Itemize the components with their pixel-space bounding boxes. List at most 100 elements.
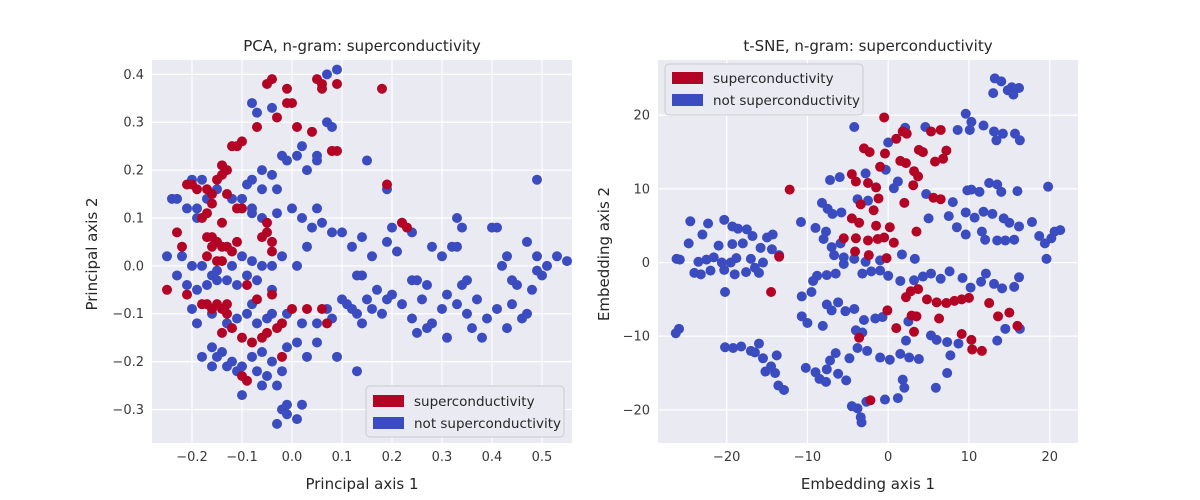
pca-point-not-superconductivity <box>227 260 237 271</box>
tsne-point-not-superconductivity <box>895 348 906 359</box>
tsne-point-not-superconductivity <box>926 268 936 279</box>
tsne-point-superconductivity <box>864 147 875 158</box>
tsne-point-not-superconductivity <box>821 364 832 375</box>
tsne-point-not-superconductivity <box>884 354 895 365</box>
pca-point-not-superconductivity <box>212 265 222 276</box>
tsne-point-not-superconductivity <box>849 303 860 314</box>
tsne-point-not-superconductivity <box>997 283 1008 294</box>
tsne-point-not-superconductivity <box>817 320 828 331</box>
pca-point-not-superconductivity <box>472 294 482 305</box>
tsne-x-tick-label: 10 <box>961 450 978 465</box>
tsne-point-not-superconductivity <box>991 135 1002 146</box>
tsne-point-not-superconductivity <box>731 253 742 264</box>
pca-x-tick-label: 0.2 <box>382 450 403 465</box>
tsne-point-superconductivity <box>899 197 910 208</box>
tsne-point-not-superconductivity <box>883 270 894 281</box>
pca-point-not-superconductivity <box>212 275 222 286</box>
tsne-point-not-superconductivity <box>858 314 869 325</box>
tsne-point-not-superconductivity <box>965 282 976 293</box>
tsne-point-superconductivity <box>766 287 777 298</box>
pca-legend-swatch-superconductivity <box>373 395 404 407</box>
tsne-point-not-superconductivity <box>727 239 738 250</box>
pca-point-not-superconductivity <box>267 356 277 367</box>
tsne-point-superconductivity <box>850 246 861 257</box>
pca-point-not-superconductivity <box>297 141 307 152</box>
tsne-point-superconductivity <box>854 217 865 228</box>
tsne-point-superconductivity <box>941 298 952 309</box>
tsne-legend-swatch-superconductivity <box>672 72 703 84</box>
pca-point-superconductivity <box>237 136 247 147</box>
tsne-point-superconductivity <box>850 233 861 244</box>
pca-point-not-superconductivity <box>192 284 202 295</box>
tsne-point-not-superconductivity <box>951 222 962 233</box>
tsne-point-not-superconductivity <box>683 238 694 249</box>
tsne-point-superconductivity <box>900 158 911 169</box>
tsne-point-superconductivity <box>917 147 928 158</box>
pca-point-not-superconductivity <box>412 327 422 338</box>
pca-point-superconductivity <box>277 351 287 362</box>
pca-point-not-superconductivity <box>337 227 347 238</box>
pca-point-superconductivity <box>202 208 212 219</box>
tsne-point-not-superconductivity <box>866 266 877 277</box>
tsne-point-not-superconductivity <box>829 250 840 261</box>
pca-point-not-superconductivity <box>522 236 532 247</box>
tsne-point-superconductivity <box>963 292 974 303</box>
tsne-point-not-superconductivity <box>935 273 946 284</box>
tsne-legend-box <box>664 63 864 116</box>
pca-x-tick-label: 0.1 <box>332 450 353 465</box>
tsne-point-not-superconductivity <box>737 238 748 249</box>
tsne-point-not-superconductivity <box>685 216 696 227</box>
pca-point-not-superconductivity <box>307 222 317 233</box>
tsne-point-not-superconductivity <box>767 229 778 240</box>
pca-point-superconductivity <box>257 232 267 243</box>
pca-point-not-superconductivity <box>252 366 262 377</box>
pca-point-superconductivity <box>227 246 237 257</box>
tsne-point-superconductivity <box>931 297 942 308</box>
tsne-point-not-superconductivity <box>943 211 954 222</box>
tsne-point-not-superconductivity <box>974 186 985 197</box>
pca-point-superconductivity <box>232 203 242 214</box>
tsne-point-superconductivity <box>875 161 886 172</box>
pca-point-not-superconductivity <box>362 294 372 305</box>
pca-point-superconductivity <box>172 227 182 238</box>
pca-point-not-superconductivity <box>292 337 302 348</box>
tsne-title: t-SNE, n-gram: superconductivity <box>743 37 992 55</box>
tsne-point-not-superconductivity <box>1055 225 1066 236</box>
pca-point-superconductivity <box>222 299 232 310</box>
pca-point-not-superconductivity <box>532 251 542 262</box>
pca-x-tick-label: 0.0 <box>282 450 303 465</box>
pca-point-not-superconductivity <box>332 64 342 75</box>
tsne-point-not-superconductivity <box>852 403 863 414</box>
pca-point-not-superconductivity <box>277 366 287 377</box>
pca-point-not-superconductivity <box>537 270 547 281</box>
tsne-point-not-superconductivity <box>978 120 989 131</box>
tsne-point-not-superconductivity <box>862 345 873 356</box>
tsne-point-not-superconductivity <box>729 269 740 280</box>
pca-point-not-superconductivity <box>367 251 377 262</box>
pca-y-ticks: −0.3 −0.2 −0.1 0.0 0.1 0.2 0.3 0.4 <box>112 68 144 418</box>
pca-y-tick-label: −0.3 <box>112 403 144 418</box>
pca-point-not-superconductivity <box>332 351 342 362</box>
tsne-points <box>670 73 1066 428</box>
tsne-point-not-superconductivity <box>860 168 871 179</box>
tsne-point-superconductivity <box>941 145 952 156</box>
tsne-point-not-superconductivity <box>810 222 821 233</box>
tsne-point-superconductivity <box>868 205 879 216</box>
pca-point-not-superconductivity <box>357 232 367 243</box>
tsne-point-not-superconductivity <box>753 267 764 278</box>
tsne-point-not-superconductivity <box>825 355 836 366</box>
pca-point-not-superconductivity <box>327 122 337 133</box>
tsne-point-superconductivity <box>993 311 1004 322</box>
tsne-point-not-superconductivity <box>1014 272 1025 283</box>
pca-point-superconductivity <box>217 327 227 338</box>
tsne-point-superconductivity <box>863 235 873 246</box>
pca-point-superconductivity <box>287 303 297 314</box>
tsne-point-superconductivity <box>863 250 874 261</box>
pca-point-not-superconductivity <box>292 260 302 271</box>
pca-point-not-superconductivity <box>257 260 267 271</box>
pca-point-not-superconductivity <box>347 241 357 252</box>
tsne-point-not-superconductivity <box>1041 253 1052 264</box>
pca-y-tick-label: −0.1 <box>112 307 144 322</box>
tsne-point-not-superconductivity <box>856 417 867 428</box>
tsne-point-superconductivity <box>873 193 884 204</box>
